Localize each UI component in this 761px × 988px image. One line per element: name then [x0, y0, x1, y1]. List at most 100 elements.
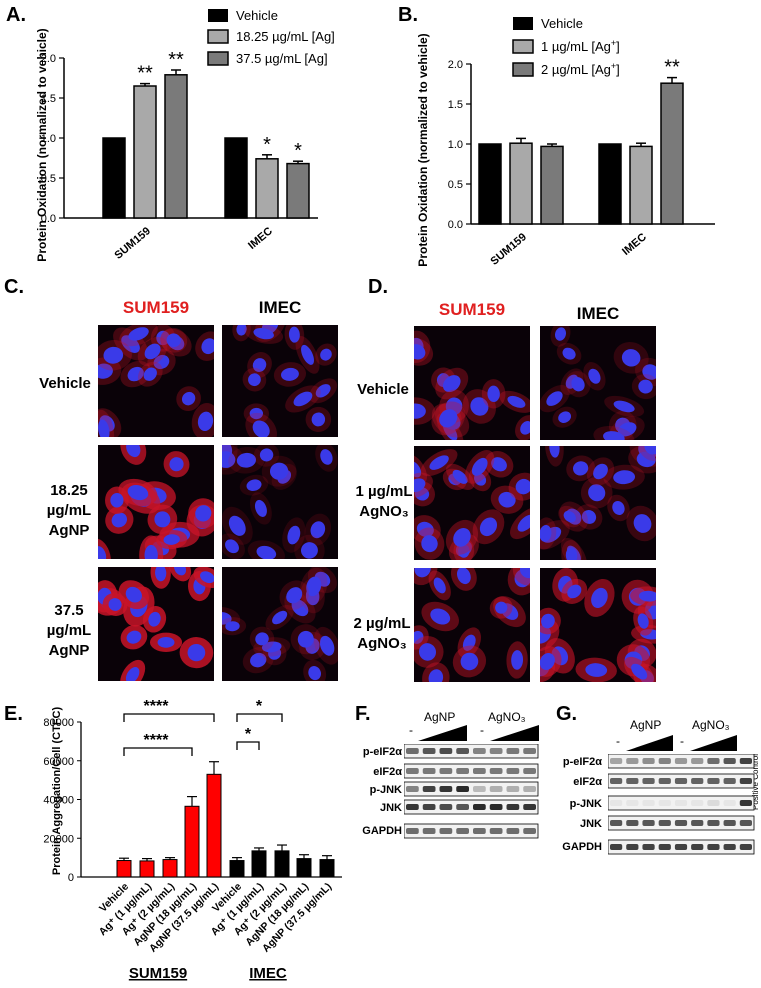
panel-f-label-eif2a: eIF2α [373, 766, 402, 778]
nucleus-stain [261, 641, 282, 653]
micrograph-c-sum159-18ug [98, 445, 214, 559]
blot-band [610, 758, 623, 764]
micrograph-c-imec-vehicle [222, 325, 338, 437]
panel-f-blot [404, 744, 539, 839]
blot-band [691, 758, 704, 764]
blot-strip [404, 781, 539, 797]
chart-a-ytick-label: 0.0 [41, 213, 56, 225]
nucleus-stain [555, 327, 567, 341]
panel-f-ramp-agno3 [490, 725, 539, 741]
blot-band [610, 778, 623, 784]
blot-band [674, 844, 688, 850]
blot-band [439, 786, 453, 792]
nucleus-stain [433, 577, 446, 594]
panel-label-d: D. [368, 276, 388, 298]
nucleus-stain [562, 347, 576, 360]
blot-band [506, 748, 520, 754]
nucleus-stain [252, 358, 267, 372]
nucleus-stain [495, 601, 508, 614]
chart-a-category-label: SUM159 [112, 225, 152, 262]
nucleus-stain [287, 525, 301, 545]
nucleus-stain [110, 493, 124, 508]
blot-band [658, 844, 671, 850]
nucleus-stain [320, 348, 332, 361]
micrograph-background [540, 446, 656, 560]
chart-a-sig-mark: ** [137, 63, 153, 85]
blot-strip [404, 799, 539, 815]
nucleus-stain [236, 452, 257, 468]
nucleus-stain [306, 576, 322, 597]
nucleus-stain [571, 376, 585, 392]
nucleus-stain [256, 545, 277, 559]
panel-label-g: G. [556, 703, 578, 725]
blot-band [739, 800, 752, 806]
nucleus-stain [540, 653, 555, 670]
nucleus-stain [585, 663, 608, 677]
nucleus-stain [319, 635, 335, 656]
blot-band [523, 828, 536, 834]
nucleus-stain [200, 571, 214, 584]
nucleus-stain [567, 584, 582, 599]
blot-band [642, 778, 655, 784]
blot-band [523, 748, 536, 754]
nucleus-stain [311, 412, 326, 427]
chart-b-category-label: IMEC [620, 231, 649, 258]
nucleus-stain [613, 400, 635, 413]
panel-g-label-pjnk: p-JNK [569, 798, 602, 810]
blot-band [456, 748, 469, 754]
nucleus-stain [127, 485, 149, 501]
micrograph-image [222, 567, 338, 681]
blot-band [674, 778, 688, 784]
blot-band [489, 828, 503, 834]
nucleus-stain [153, 354, 170, 370]
chart-b-ylabel: Protein Oxidation (normalized to vehicle… [416, 33, 430, 266]
micrograph-c-imec-18ug [222, 445, 338, 559]
blot-band [723, 758, 736, 764]
nucleus-stain [201, 338, 214, 355]
blot-band [456, 786, 469, 792]
chart-b-sig-mark: ** [664, 57, 680, 79]
nucleus-stain [111, 512, 128, 528]
nucleus-stain [174, 567, 187, 576]
panel-c-col-imec: IMEC [258, 298, 302, 317]
chart-a-legend-2: 37.5 µg/mL [Ag] [236, 51, 328, 66]
blot-band [707, 758, 720, 764]
chart-e-sig-mark: * [256, 700, 263, 715]
nucleus-stain [541, 613, 555, 629]
nucleus-stain [474, 472, 487, 486]
chart-b-ytick-label: 1.5 [448, 99, 463, 111]
panel-g-label-eif2a: eIF2α [573, 776, 602, 788]
nucleus-stain [156, 330, 170, 346]
blot-band [456, 804, 469, 810]
chart-b: 0.0 0.5 1.0 1.5 2.0 SUM159 ** IMEC Protein Oxid… [416, 16, 715, 268]
panel-label-e: E. [4, 703, 23, 725]
nucleus-stain [491, 457, 507, 472]
nucleus-stain [565, 547, 578, 560]
nucleus-stain [310, 521, 326, 539]
panel-g-minus-1: - [616, 734, 620, 748]
blot-band [658, 778, 671, 784]
blot-band [489, 804, 503, 810]
panel-label-f: F. [355, 703, 371, 725]
nucleus-stain [308, 666, 321, 681]
chart-e-ytick-label: 40000 [43, 795, 74, 807]
nucleus-stain [416, 521, 434, 538]
nucleus-stain [248, 373, 261, 387]
nucleus-stain [638, 379, 653, 394]
micrograph-d-sum159-vehicle [414, 326, 530, 440]
nucleus-stain [125, 586, 142, 603]
blot-band [473, 786, 486, 792]
nucleus-stain [272, 610, 288, 625]
nucleus-stain [269, 462, 289, 480]
nucleus-stain [603, 431, 625, 440]
blot-strip [404, 744, 539, 759]
chart-b-ytick-label: 0.5 [448, 179, 463, 191]
panel-f: AgNP AgNO₃ - - p-eIF2α eIF2α p-JNK JNK G… [358, 710, 558, 890]
nucleus-stain [155, 567, 167, 582]
panel-f-group-agnp: AgNP [424, 710, 456, 724]
chart-a-bar [102, 137, 126, 219]
nucleus-stain [250, 652, 267, 668]
panel-f-minus-2: - [480, 723, 484, 737]
blot-band [707, 778, 720, 784]
nucleus-stain [642, 364, 656, 380]
